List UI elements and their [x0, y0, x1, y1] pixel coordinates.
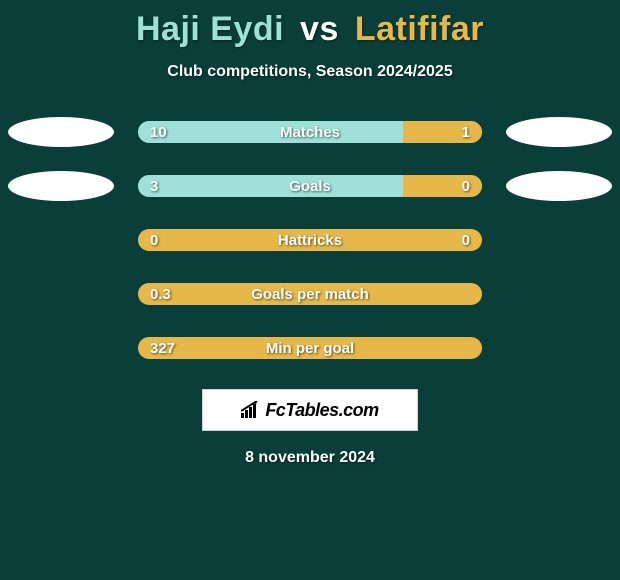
- vs-text: vs: [300, 10, 339, 48]
- stat-label: Hattricks: [138, 232, 482, 249]
- stat-row: 00Hattricks: [0, 225, 620, 255]
- player2-ellipse: [506, 117, 612, 147]
- stat-row: 101Matches: [0, 117, 620, 147]
- stat-row: 327Min per goal: [0, 333, 620, 363]
- brand-box: FcTables.com: [202, 389, 418, 431]
- stat-row: 30Goals: [0, 171, 620, 201]
- stat-label: Matches: [138, 124, 482, 141]
- stat-bar: 0.3Goals per match: [138, 283, 482, 305]
- stat-label: Min per goal: [138, 340, 482, 357]
- date-text: 8 november 2024: [0, 449, 620, 467]
- chart-icon: [241, 401, 263, 419]
- brand-text: FcTables.com: [265, 400, 378, 421]
- stat-label: Goals per match: [138, 286, 482, 303]
- player2-ellipse: [506, 171, 612, 201]
- stat-label: Goals: [138, 178, 482, 195]
- player2-name: Latififar: [355, 10, 484, 48]
- stat-bar: 00Hattricks: [138, 229, 482, 251]
- stat-bar: 30Goals: [138, 175, 482, 197]
- subtitle: Club competitions, Season 2024/2025: [0, 63, 620, 81]
- stat-bar: 327Min per goal: [138, 337, 482, 359]
- player1-name: Haji Eydi: [136, 10, 284, 48]
- stat-row: 0.3Goals per match: [0, 279, 620, 309]
- player1-ellipse: [8, 117, 114, 147]
- page-title: Haji Eydi vs Latififar: [0, 0, 620, 49]
- stat-bar: 101Matches: [138, 121, 482, 143]
- stats-container: 101Matches 30Goals 00Hattricks 0.3Goals per…: [0, 117, 620, 363]
- player1-ellipse: [8, 171, 114, 201]
